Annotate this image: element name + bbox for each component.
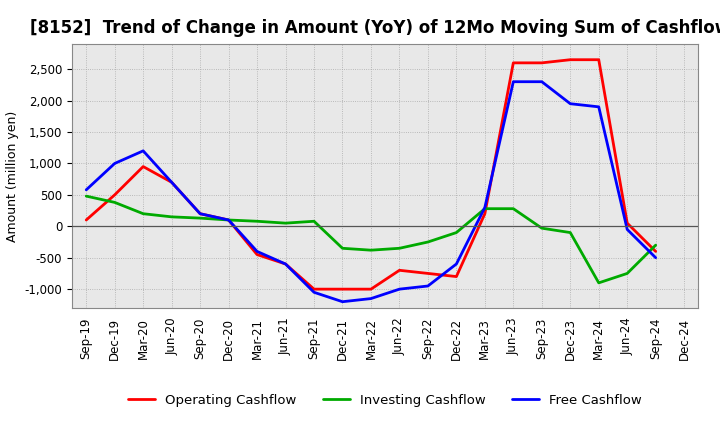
Free Cashflow <box>423 283 432 289</box>
Free Cashflow <box>566 101 575 106</box>
Free Cashflow <box>652 255 660 260</box>
Free Cashflow <box>366 296 375 301</box>
Investing Cashflow <box>452 230 461 235</box>
Operating Cashflow <box>395 268 404 273</box>
Operating Cashflow <box>537 60 546 66</box>
Title: [8152]  Trend of Change in Amount (YoY) of 12Mo Moving Sum of Cashflows: [8152] Trend of Change in Amount (YoY) o… <box>30 19 720 37</box>
Operating Cashflow <box>652 249 660 254</box>
Operating Cashflow <box>480 211 489 216</box>
Investing Cashflow <box>623 271 631 276</box>
Free Cashflow <box>509 79 518 84</box>
Free Cashflow <box>595 104 603 110</box>
Y-axis label: Amount (million yen): Amount (million yen) <box>6 110 19 242</box>
Operating Cashflow <box>82 217 91 223</box>
Free Cashflow <box>452 261 461 267</box>
Operating Cashflow <box>366 286 375 292</box>
Investing Cashflow <box>395 246 404 251</box>
Investing Cashflow <box>423 239 432 245</box>
Operating Cashflow <box>225 217 233 223</box>
Investing Cashflow <box>139 211 148 216</box>
Investing Cashflow <box>595 280 603 286</box>
Operating Cashflow <box>167 180 176 185</box>
Free Cashflow <box>139 148 148 154</box>
Operating Cashflow <box>253 252 261 257</box>
Free Cashflow <box>82 187 91 192</box>
Investing Cashflow <box>480 206 489 211</box>
Operating Cashflow <box>595 57 603 62</box>
Free Cashflow <box>537 79 546 84</box>
Operating Cashflow <box>566 57 575 62</box>
Operating Cashflow <box>310 286 318 292</box>
Investing Cashflow <box>82 194 91 199</box>
Free Cashflow <box>110 161 119 166</box>
Operating Cashflow <box>423 271 432 276</box>
Free Cashflow <box>225 217 233 223</box>
Investing Cashflow <box>366 248 375 253</box>
Free Cashflow <box>623 227 631 232</box>
Line: Operating Cashflow: Operating Cashflow <box>86 60 656 289</box>
Operating Cashflow <box>509 60 518 66</box>
Operating Cashflow <box>338 286 347 292</box>
Investing Cashflow <box>225 217 233 223</box>
Free Cashflow <box>167 180 176 185</box>
Free Cashflow <box>395 286 404 292</box>
Operating Cashflow <box>282 261 290 267</box>
Investing Cashflow <box>167 214 176 220</box>
Investing Cashflow <box>196 216 204 221</box>
Operating Cashflow <box>623 220 631 226</box>
Operating Cashflow <box>139 164 148 169</box>
Investing Cashflow <box>253 219 261 224</box>
Investing Cashflow <box>566 230 575 235</box>
Operating Cashflow <box>452 274 461 279</box>
Free Cashflow <box>310 290 318 295</box>
Free Cashflow <box>282 261 290 267</box>
Investing Cashflow <box>652 242 660 248</box>
Investing Cashflow <box>509 206 518 211</box>
Operating Cashflow <box>196 211 204 216</box>
Investing Cashflow <box>110 200 119 205</box>
Investing Cashflow <box>310 219 318 224</box>
Free Cashflow <box>480 205 489 210</box>
Investing Cashflow <box>338 246 347 251</box>
Investing Cashflow <box>537 226 546 231</box>
Free Cashflow <box>253 249 261 254</box>
Operating Cashflow <box>110 192 119 198</box>
Line: Investing Cashflow: Investing Cashflow <box>86 196 656 283</box>
Investing Cashflow <box>282 220 290 226</box>
Legend: Operating Cashflow, Investing Cashflow, Free Cashflow: Operating Cashflow, Investing Cashflow, … <box>123 389 647 412</box>
Free Cashflow <box>196 211 204 216</box>
Free Cashflow <box>338 299 347 304</box>
Line: Free Cashflow: Free Cashflow <box>86 82 656 302</box>
